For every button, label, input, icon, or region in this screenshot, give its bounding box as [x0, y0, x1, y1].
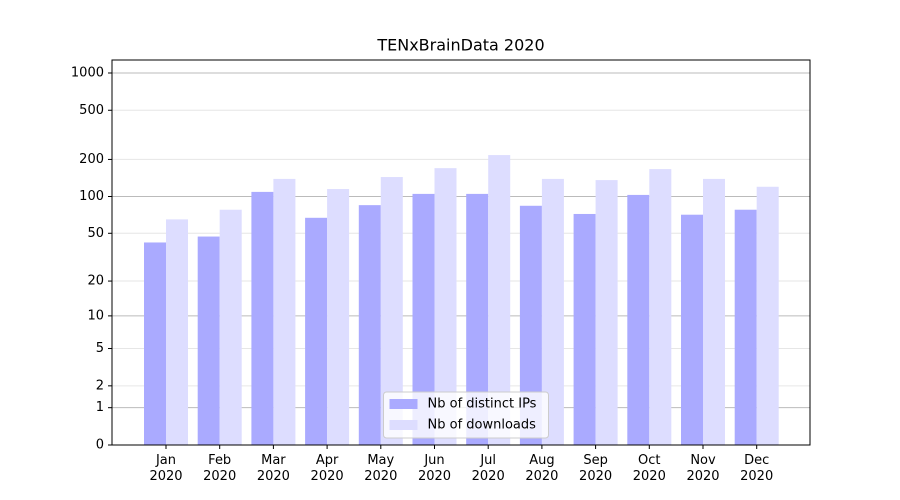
y-tick-label: 10 [87, 308, 104, 323]
bar [573, 213, 596, 445]
plot-frame [111, 59, 811, 446]
y-tick-label: 500 [79, 103, 104, 118]
x-tick-label: Sep 2020 [579, 453, 613, 484]
bar [519, 205, 542, 445]
legend-label: Nb of downloads [428, 418, 537, 433]
bar [756, 186, 779, 445]
x-tick-label: Oct 2020 [632, 453, 666, 484]
y-tick-label: 1000 [71, 65, 104, 80]
x-tick-label: Dec 2020 [740, 453, 774, 484]
x-tick-label: Jun 2020 [417, 453, 452, 484]
x-tick-label: Jan 2020 [149, 453, 183, 484]
bar [488, 155, 511, 446]
y-tick-label: 100 [79, 189, 104, 204]
legend: Nb of distinct IPs Nb of downloads [383, 391, 549, 439]
legend-label: Nb of distinct IPs [428, 397, 537, 412]
x-tick-label: Aug 2020 [525, 453, 559, 484]
bar [166, 219, 188, 445]
legend-swatch [389, 420, 418, 430]
x-tick-label: Mar 2020 [256, 453, 290, 484]
y-tick-label: 200 [79, 152, 104, 167]
y-tick-label: 1 [96, 400, 104, 415]
y-tick-label: 2 [96, 378, 104, 393]
x-tick-label: Apr 2020 [310, 453, 344, 484]
bar [219, 209, 242, 445]
x-tick-label: Nov 2020 [686, 453, 720, 484]
bar [649, 169, 672, 445]
bar [197, 236, 220, 445]
y-tick-label: 20 [87, 274, 104, 289]
legend-box [383, 391, 549, 439]
bar [595, 180, 618, 445]
y-tick-label: 50 [87, 226, 104, 241]
y-tick-label: 5 [96, 341, 104, 356]
bar [327, 189, 350, 445]
bar [734, 209, 757, 445]
x-tick-label: Jul 2020 [471, 453, 505, 484]
bar [380, 177, 403, 445]
x-tick-label: Feb 2020 [203, 453, 237, 484]
bar [703, 178, 725, 446]
bar [144, 242, 166, 445]
bar [273, 178, 296, 446]
bar [358, 205, 381, 445]
chart-title: TENxBrainData 2020 [376, 36, 544, 55]
x-tick-label: May 2020 [364, 453, 398, 484]
y-tick-label: 0 [96, 438, 104, 453]
bar [681, 214, 703, 445]
bar [251, 191, 274, 445]
legend-swatch [389, 399, 418, 409]
bar [466, 193, 489, 445]
bar [627, 194, 650, 445]
bar [412, 193, 435, 445]
bar [434, 168, 457, 445]
bar [541, 178, 564, 446]
bar [305, 217, 328, 445]
